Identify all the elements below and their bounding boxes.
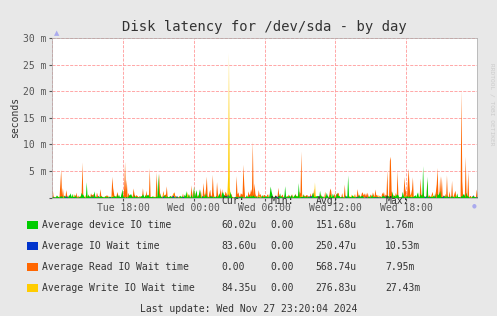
Text: 0.00: 0.00 [271,220,294,230]
Text: Last update: Wed Nov 27 23:20:04 2024: Last update: Wed Nov 27 23:20:04 2024 [140,304,357,314]
Text: 568.74u: 568.74u [316,262,357,272]
Text: 276.83u: 276.83u [316,283,357,293]
Text: Average Write IO Wait time: Average Write IO Wait time [42,283,195,293]
Y-axis label: seconds: seconds [10,97,20,138]
Text: 0.00: 0.00 [221,262,245,272]
Text: 83.60u: 83.60u [221,241,256,251]
Text: Average IO Wait time: Average IO Wait time [42,241,160,251]
Text: 84.35u: 84.35u [221,283,256,293]
Text: 7.95m: 7.95m [385,262,414,272]
Text: 0.00: 0.00 [271,241,294,251]
Text: 60.02u: 60.02u [221,220,256,230]
Text: ●: ● [472,204,476,209]
Text: RRDTOOL / TOBI OETIKER: RRDTOOL / TOBI OETIKER [490,63,495,146]
Text: 1.76m: 1.76m [385,220,414,230]
Text: Min:: Min: [271,196,294,206]
Text: 0.00: 0.00 [271,283,294,293]
Text: Max:: Max: [385,196,409,206]
Text: Average device IO time: Average device IO time [42,220,171,230]
Text: 10.53m: 10.53m [385,241,420,251]
Text: 27.43m: 27.43m [385,283,420,293]
Text: 250.47u: 250.47u [316,241,357,251]
Text: ▲: ▲ [54,30,60,36]
Text: Cur:: Cur: [221,196,245,206]
Text: Avg:: Avg: [316,196,339,206]
Title: Disk latency for /dev/sda - by day: Disk latency for /dev/sda - by day [122,20,407,34]
Text: 151.68u: 151.68u [316,220,357,230]
Text: 0.00: 0.00 [271,262,294,272]
Text: Average Read IO Wait time: Average Read IO Wait time [42,262,189,272]
